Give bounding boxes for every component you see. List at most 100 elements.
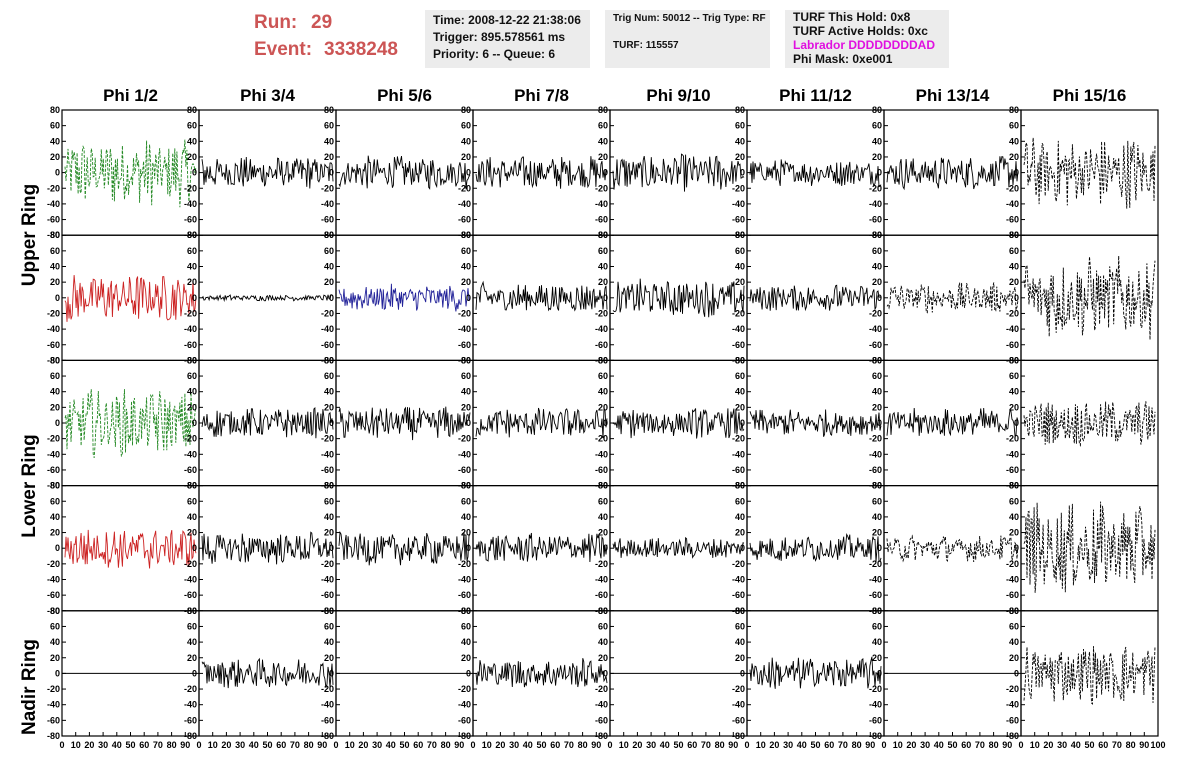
y-tick-label: 80 <box>50 481 60 491</box>
y-tick-label: 20 <box>735 402 745 412</box>
x-tick-label: 10 <box>345 740 355 750</box>
y-tick-label: 0 <box>603 543 608 553</box>
x-tick-label: 40 <box>797 740 807 750</box>
y-tick-label: -60 <box>321 715 334 725</box>
y-tick-label: 60 <box>1009 496 1019 506</box>
y-tick-label: 80 <box>598 230 608 240</box>
y-tick-label: 40 <box>187 637 197 647</box>
x-tick-label: 80 <box>441 740 451 750</box>
y-tick-label: 0 <box>55 668 60 678</box>
y-tick-label: 40 <box>1009 512 1019 522</box>
y-tick-label: 40 <box>1009 637 1019 647</box>
x-tick-label: 70 <box>701 740 711 750</box>
y-tick-label: -40 <box>458 700 471 710</box>
run-value: 29 <box>311 12 333 33</box>
y-tick-label: -80 <box>595 731 608 741</box>
y-tick-label: 80 <box>872 606 882 616</box>
x-tick-label: 30 <box>372 740 382 750</box>
y-tick-label: 20 <box>735 152 745 162</box>
x-tick-label: 90 <box>1139 740 1149 750</box>
x-tick-label: 90 <box>865 740 875 750</box>
x-tick-label: 50 <box>399 740 409 750</box>
y-tick-label: -80 <box>184 731 197 741</box>
waveform-trace <box>749 533 882 563</box>
x-tick-label: 10 <box>893 740 903 750</box>
y-tick-label: 60 <box>872 121 882 131</box>
y-tick-label: 80 <box>461 230 471 240</box>
x-tick-label: 10 <box>71 740 81 750</box>
y-tick-label: -40 <box>47 199 60 209</box>
y-tick-label: 0 <box>1014 668 1019 678</box>
y-tick-label: 40 <box>324 512 334 522</box>
y-tick-label: -40 <box>1006 324 1019 334</box>
y-tick-label: 20 <box>872 152 882 162</box>
y-tick-label: 60 <box>872 246 882 256</box>
y-tick-label: 0 <box>740 168 745 178</box>
y-tick-label: 80 <box>735 230 745 240</box>
x-tick-label: 30 <box>646 740 656 750</box>
y-tick-label: 80 <box>50 105 60 115</box>
x-tick-label: 40 <box>660 740 670 750</box>
y-tick-label: -40 <box>47 575 60 585</box>
y-tick-label: 80 <box>324 606 334 616</box>
y-tick-label: -60 <box>732 340 745 350</box>
x-tick-label: 60 <box>961 740 971 750</box>
y-tick-label: 0 <box>603 418 608 428</box>
y-tick-label: 20 <box>187 152 197 162</box>
x-tick-label: 60 <box>824 740 834 750</box>
y-tick-label: 80 <box>50 230 60 240</box>
y-tick-label: 60 <box>324 121 334 131</box>
waveform-trace <box>886 534 1019 563</box>
y-tick-label: -20 <box>595 684 608 694</box>
y-tick-label: 40 <box>735 262 745 272</box>
y-tick-label: -20 <box>869 183 882 193</box>
y-tick-label: 60 <box>735 621 745 631</box>
y-tick-label: 40 <box>735 136 745 146</box>
panel-frame <box>472 359 611 487</box>
y-tick-label: 0 <box>192 668 197 678</box>
y-tick-label: 20 <box>461 402 471 412</box>
x-tick-label: 60 <box>687 740 697 750</box>
x-tick-label: 70 <box>290 740 300 750</box>
column-header-phi-5-6: Phi 5/6 <box>377 86 432 105</box>
y-tick-label: -60 <box>869 215 882 225</box>
trigger-text: Trigger: 895.578561 ms <box>433 30 566 44</box>
y-tick-label: 0 <box>55 418 60 428</box>
y-tick-label: 20 <box>324 152 334 162</box>
y-tick-label: -60 <box>595 340 608 350</box>
x-tick-label: 10 <box>619 740 629 750</box>
y-tick-label: 0 <box>466 418 471 428</box>
panel-frame <box>1020 485 1159 612</box>
y-tick-label: -60 <box>184 215 197 225</box>
x-tick-label: 70 <box>427 740 437 750</box>
x-tick-label: 70 <box>564 740 574 750</box>
y-tick-label: 80 <box>324 105 334 115</box>
y-tick-label: -40 <box>732 324 745 334</box>
x-tick-label: 0 <box>333 740 338 750</box>
y-tick-label: -20 <box>321 684 334 694</box>
waveform-trace <box>338 283 471 312</box>
y-tick-label: -80 <box>869 731 882 741</box>
y-tick-label: 80 <box>735 355 745 365</box>
y-tick-label: -20 <box>1006 434 1019 444</box>
y-tick-label: 20 <box>598 152 608 162</box>
y-tick-label: -60 <box>732 215 745 225</box>
y-tick-label: 60 <box>1009 371 1019 381</box>
y-tick-label: 0 <box>192 543 197 553</box>
x-tick-label: 80 <box>167 740 177 750</box>
y-tick-label: 20 <box>598 402 608 412</box>
y-tick-label: 0 <box>603 668 608 678</box>
y-tick-label: 60 <box>187 121 197 131</box>
y-tick-label: -40 <box>321 324 334 334</box>
y-tick-label: 20 <box>50 402 60 412</box>
y-tick-label: 80 <box>187 230 197 240</box>
y-tick-label: 20 <box>187 528 197 538</box>
y-tick-label: -40 <box>595 700 608 710</box>
y-tick-label: 40 <box>461 512 471 522</box>
y-tick-label: -80 <box>47 606 60 616</box>
panel-frame <box>472 610 611 737</box>
x-tick-label: 20 <box>84 740 94 750</box>
y-tick-label: -60 <box>184 465 197 475</box>
y-tick-label: -60 <box>869 715 882 725</box>
y-tick-label: 0 <box>1014 168 1019 178</box>
